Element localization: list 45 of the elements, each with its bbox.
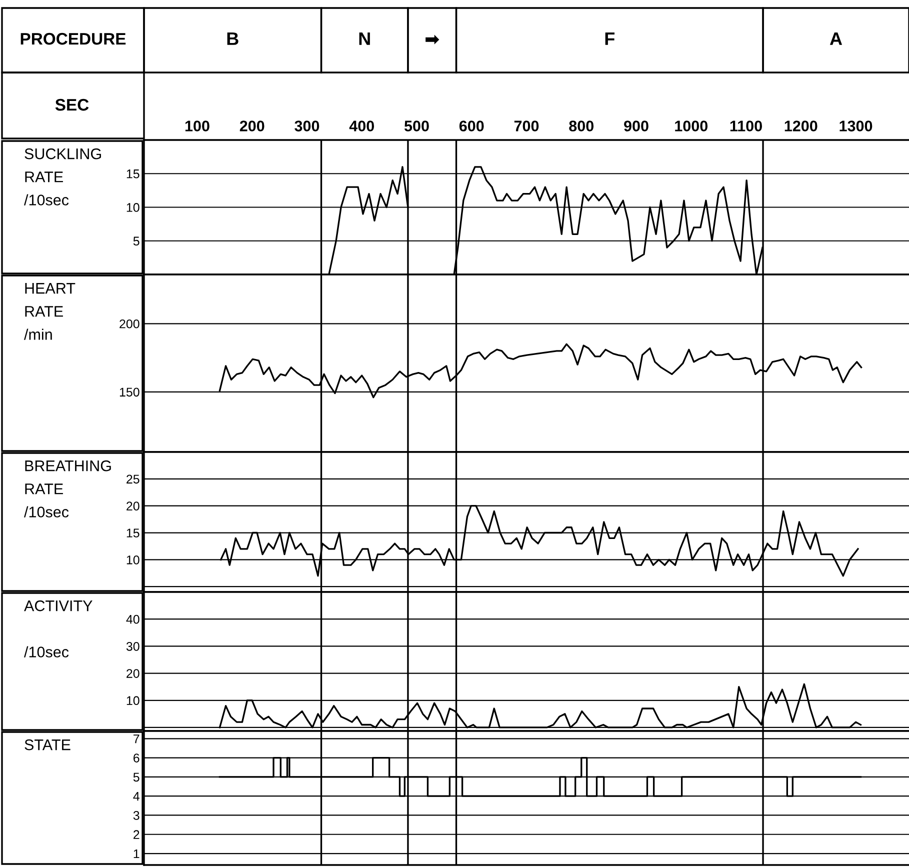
text: N [359,32,370,45]
text: A [830,32,842,45]
y-tick-label: 7 [134,734,140,744]
x-tick-label: 800 [569,120,594,132]
x-tick-label: 1200 [784,120,818,132]
y-tick-label: 6 [134,754,140,762]
x-tick-label: 1000 [675,120,708,132]
y-tick-label: 1 [134,849,140,858]
text: PROCEDURE [20,32,126,45]
y-tick-label: 4 [133,792,140,801]
x-tick-label: 1300 [840,120,872,132]
y-tick-label: 5 [133,236,140,246]
x-tick-label: 600 [459,120,484,132]
x-axis-title: SEC [55,98,89,111]
y-axis-title: HEART RATE /min [24,283,76,340]
y-tick-label: 10 [126,203,140,212]
y-tick-label: 3 [133,811,140,820]
x-tick-label: 200 [240,120,264,132]
x-tick-label: 900 [624,120,648,132]
y-tick-label: 15 [126,170,140,178]
x-tick-label: 1100 [730,120,762,132]
y-tick-label: 2 [134,830,140,839]
x-tick-label: 100 [185,120,210,132]
y-axis-title: SUCKLING RATE /10sec [24,148,101,206]
x-tick-label: 500 [404,120,429,132]
text: F [605,32,614,45]
x-tick-label: 700 [514,120,539,132]
y-tick-label: 15 [126,528,140,538]
x-tick-label: 300 [294,120,320,132]
text: ACTIVITY /10sec [24,600,92,658]
y-tick-label: 150 [120,388,140,397]
y-tick-label: 30 [126,642,140,651]
text: ➡ [426,34,440,44]
y-tick-label: 20 [126,502,140,510]
y-tick-label: 10 [126,696,140,706]
y-tick-label: 200 [120,319,140,328]
x-tick-label: 400 [349,120,374,132]
y-axis-title: BREATHING RATE /10sec [24,460,111,518]
y-tick-label: 25 [126,474,140,484]
y-tick-label: 40 [126,614,140,624]
text: B [227,32,238,45]
y-tick-label: 10 [126,555,140,564]
y-axis-title: STATE [24,739,70,750]
y-tick-label: 20 [126,669,140,678]
y-tick-label: 5 [133,772,140,782]
